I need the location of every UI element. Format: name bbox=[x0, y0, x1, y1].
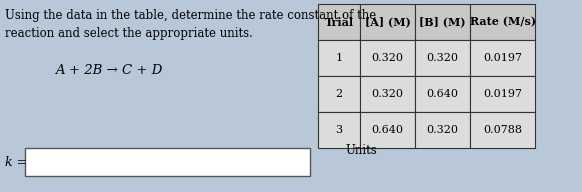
Bar bbox=[415, 40, 470, 76]
Text: A + 2B → C + D: A + 2B → C + D bbox=[55, 64, 162, 77]
Text: 1: 1 bbox=[335, 53, 343, 63]
Bar bbox=[360, 76, 415, 112]
Text: reaction and select the appropriate units.: reaction and select the appropriate unit… bbox=[5, 27, 253, 40]
Bar bbox=[360, 4, 415, 40]
Bar bbox=[318, 4, 360, 40]
Text: 0.320: 0.320 bbox=[427, 53, 459, 63]
Bar bbox=[415, 76, 470, 112]
Bar bbox=[470, 76, 535, 112]
Bar bbox=[415, 112, 470, 148]
Bar bbox=[318, 40, 360, 76]
Bar bbox=[360, 40, 415, 76]
Text: Rate (M/s): Rate (M/s) bbox=[470, 17, 535, 27]
Text: 0.320: 0.320 bbox=[371, 53, 403, 63]
Text: 0.0197: 0.0197 bbox=[483, 53, 522, 63]
Text: k =: k = bbox=[5, 156, 27, 169]
Bar bbox=[470, 112, 535, 148]
Text: [B] (M): [B] (M) bbox=[419, 17, 466, 27]
Bar bbox=[415, 4, 470, 40]
Bar bbox=[25, 148, 310, 176]
Text: 3: 3 bbox=[335, 125, 343, 135]
Text: 0.320: 0.320 bbox=[427, 125, 459, 135]
Bar bbox=[318, 112, 360, 148]
Text: 2: 2 bbox=[335, 89, 343, 99]
Text: 0.0788: 0.0788 bbox=[483, 125, 522, 135]
Text: Units: Units bbox=[345, 143, 377, 156]
Text: 0.640: 0.640 bbox=[371, 125, 403, 135]
Bar bbox=[318, 76, 360, 112]
Bar bbox=[470, 4, 535, 40]
Text: Using the data in the table, determine the rate constant of the: Using the data in the table, determine t… bbox=[5, 9, 376, 22]
Text: Trial: Trial bbox=[324, 17, 353, 27]
Text: [A] (M): [A] (M) bbox=[365, 17, 410, 27]
Bar bbox=[470, 40, 535, 76]
Text: 0.0197: 0.0197 bbox=[483, 89, 522, 99]
Bar bbox=[360, 112, 415, 148]
Text: 0.640: 0.640 bbox=[427, 89, 459, 99]
Text: 0.320: 0.320 bbox=[371, 89, 403, 99]
